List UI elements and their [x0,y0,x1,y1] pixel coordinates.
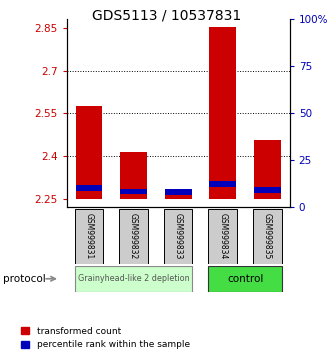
Bar [208,209,237,264]
Text: control: control [227,274,263,284]
Bar [254,140,281,199]
Text: protocol: protocol [3,274,46,284]
Bar [76,185,102,190]
Text: GSM999833: GSM999833 [173,213,183,259]
Bar [75,266,192,292]
Bar [254,187,281,193]
Text: GSM999834: GSM999834 [218,213,227,259]
Bar [253,209,282,264]
Bar [76,106,102,199]
Bar [119,209,148,264]
Legend: transformed count, percentile rank within the sample: transformed count, percentile rank withi… [21,327,189,349]
Text: GDS5113 / 10537831: GDS5113 / 10537831 [92,9,241,23]
Bar [75,209,103,264]
Bar [165,194,191,199]
Text: GSM999831: GSM999831 [84,213,94,259]
Text: Grainyhead-like 2 depletion: Grainyhead-like 2 depletion [78,274,189,283]
Text: GSM999835: GSM999835 [263,213,272,259]
Bar [120,152,147,199]
Bar [209,27,236,199]
Bar [208,266,282,292]
Bar [165,189,191,195]
Bar [209,181,236,187]
Bar [120,189,147,194]
Bar [164,209,192,264]
Text: GSM999832: GSM999832 [129,213,138,259]
